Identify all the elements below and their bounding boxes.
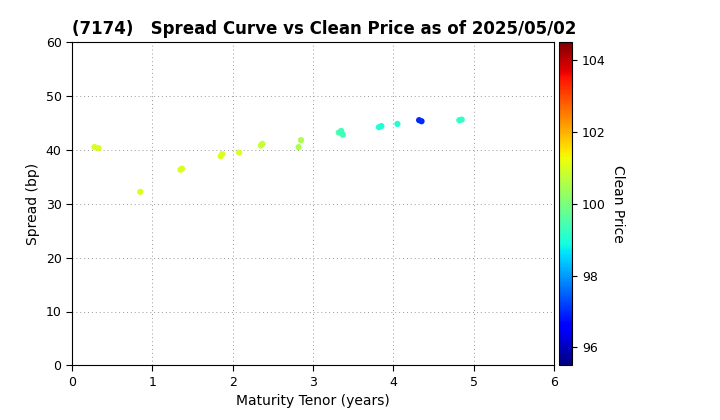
Point	[233, 149, 245, 156]
Y-axis label: Clean Price: Clean Price	[611, 165, 625, 243]
Point	[256, 141, 268, 147]
Point	[135, 189, 146, 195]
Point	[376, 123, 387, 129]
Point	[337, 131, 348, 138]
Y-axis label: Spread (bp): Spread (bp)	[26, 163, 40, 245]
Point	[255, 142, 266, 149]
X-axis label: Maturity Tenor (years): Maturity Tenor (years)	[236, 394, 390, 408]
Point	[336, 128, 347, 134]
Point	[373, 124, 384, 131]
Point	[456, 116, 467, 123]
Point	[413, 117, 425, 123]
Point	[217, 151, 228, 158]
Point	[175, 166, 186, 173]
Point	[176, 165, 188, 172]
Text: (7174)   Spread Curve vs Clean Price as of 2025/05/02: (7174) Spread Curve vs Clean Price as of…	[72, 20, 577, 38]
Point	[93, 145, 104, 152]
Point	[295, 137, 307, 144]
Point	[415, 118, 427, 125]
Point	[215, 153, 226, 160]
Point	[333, 129, 345, 136]
Point	[293, 144, 305, 150]
Point	[454, 117, 465, 123]
Point	[89, 144, 100, 150]
Point	[392, 121, 403, 127]
